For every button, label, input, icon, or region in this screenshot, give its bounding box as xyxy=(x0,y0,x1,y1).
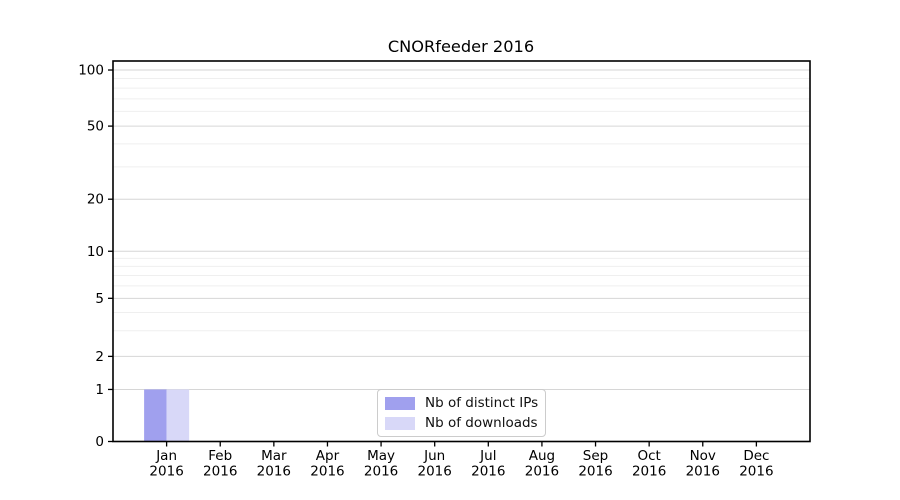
x-tick-label-month: Dec xyxy=(743,448,769,464)
x-tick-label-year: 2016 xyxy=(310,464,344,480)
legend-item-downloads: Nb of downloads xyxy=(385,413,539,433)
y-tick-label: 100 xyxy=(78,63,104,79)
x-tick-label-month: Aug xyxy=(529,448,555,464)
x-tick-label-month: Oct xyxy=(637,448,660,464)
x-tick-label-year: 2016 xyxy=(418,464,452,480)
x-tick-label-month: Sep xyxy=(583,448,608,464)
x-tick-label-year: 2016 xyxy=(686,464,720,480)
x-tick-label-month: Jun xyxy=(423,448,445,464)
minor-gridlines xyxy=(113,78,810,332)
y-tick-label: 50 xyxy=(87,119,104,135)
y-tick-label: 2 xyxy=(95,349,104,365)
legend-item-distinct-ips: Nb of distinct IPs xyxy=(385,393,539,413)
y-tick-label: 10 xyxy=(87,244,104,260)
legend: Nb of distinct IPs Nb of downloads xyxy=(377,389,546,437)
chart-title: CNORfeeder 2016 xyxy=(388,37,534,56)
x-tick-label-year: 2016 xyxy=(471,464,505,480)
y-tick-label: 5 xyxy=(95,291,104,307)
x-tick-label-month: Jan xyxy=(155,448,177,464)
x-tick-label-year: 2016 xyxy=(149,464,183,480)
bar-distinct-ips xyxy=(144,389,167,442)
x-tick-label-year: 2016 xyxy=(739,464,773,480)
major-gridlines xyxy=(113,69,810,390)
x-tick-label-month: Apr xyxy=(316,448,340,464)
legend-label-distinct-ips: Nb of distinct IPs xyxy=(425,395,539,411)
y-tick-label: 0 xyxy=(95,434,104,450)
bar-downloads xyxy=(166,389,190,442)
legend-label-downloads: Nb of downloads xyxy=(425,415,538,431)
x-tick-label-month: Mar xyxy=(261,448,287,464)
x-tick-label-month: May xyxy=(367,448,395,464)
x-tick-label-year: 2016 xyxy=(632,464,666,480)
x-tick-label-year: 2016 xyxy=(203,464,237,480)
y-tick-label: 1 xyxy=(95,382,104,398)
x-tick-label-year: 2016 xyxy=(257,464,291,480)
bars xyxy=(144,389,190,442)
x-tick-label-month: Feb xyxy=(208,448,232,464)
x-tick-label-month: Jul xyxy=(479,448,496,464)
x-tick-label-year: 2016 xyxy=(364,464,398,480)
x-tick-label-year: 2016 xyxy=(578,464,612,480)
legend-swatch-downloads xyxy=(385,416,415,430)
x-tick-label-year: 2016 xyxy=(525,464,559,480)
x-tick-label-month: Nov xyxy=(690,448,716,464)
y-tick-label: 20 xyxy=(87,192,104,208)
legend-swatch-distinct-ips xyxy=(385,396,415,410)
axis-labels: 0125102050100Jan2016Feb2016Mar2016Apr201… xyxy=(78,63,773,480)
axes xyxy=(108,60,811,447)
